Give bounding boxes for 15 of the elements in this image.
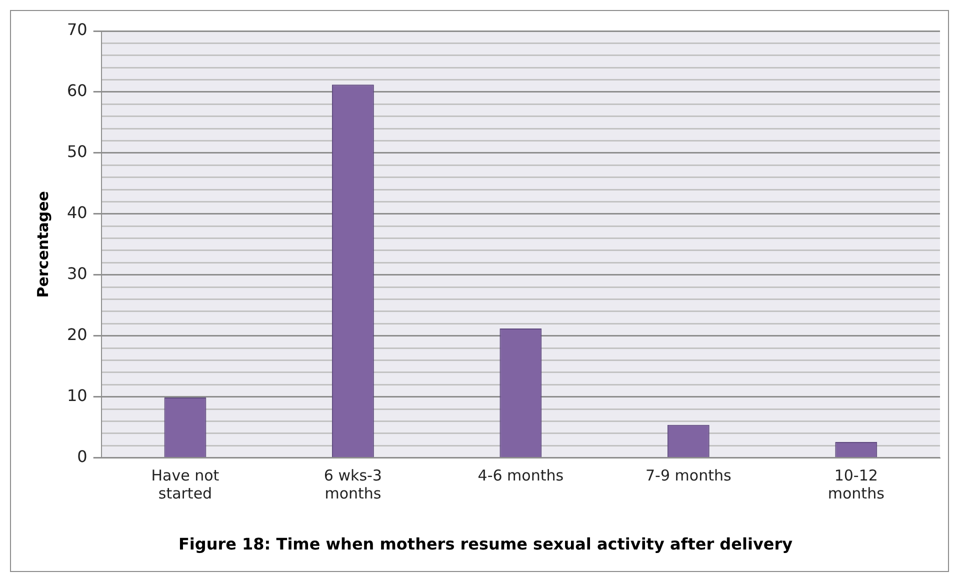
x-tick-label: 6 wks-3 months bbox=[324, 466, 382, 503]
x-tick-label: Have not started bbox=[151, 466, 220, 503]
y-axis-title: Percentagee bbox=[34, 191, 52, 298]
y-tick-label: 20 bbox=[67, 325, 88, 344]
y-tick-label: 40 bbox=[67, 203, 88, 222]
x-tick-label: 4-6 months bbox=[478, 466, 564, 485]
y-tick-label: 50 bbox=[67, 142, 88, 162]
y-tick-label: 30 bbox=[67, 264, 88, 284]
y-tick-label: 60 bbox=[67, 81, 88, 100]
x-tick-label: 7-9 months bbox=[646, 466, 732, 485]
x-tick-label: 10-12 months bbox=[828, 466, 885, 503]
text: Figure 18: Time when mothers resume sexual activity after delivery bbox=[178, 534, 794, 554]
y-tick-label: 0 bbox=[77, 446, 88, 466]
y-tick-label: 70 bbox=[67, 20, 88, 40]
y-tick-label: 10 bbox=[67, 386, 88, 405]
